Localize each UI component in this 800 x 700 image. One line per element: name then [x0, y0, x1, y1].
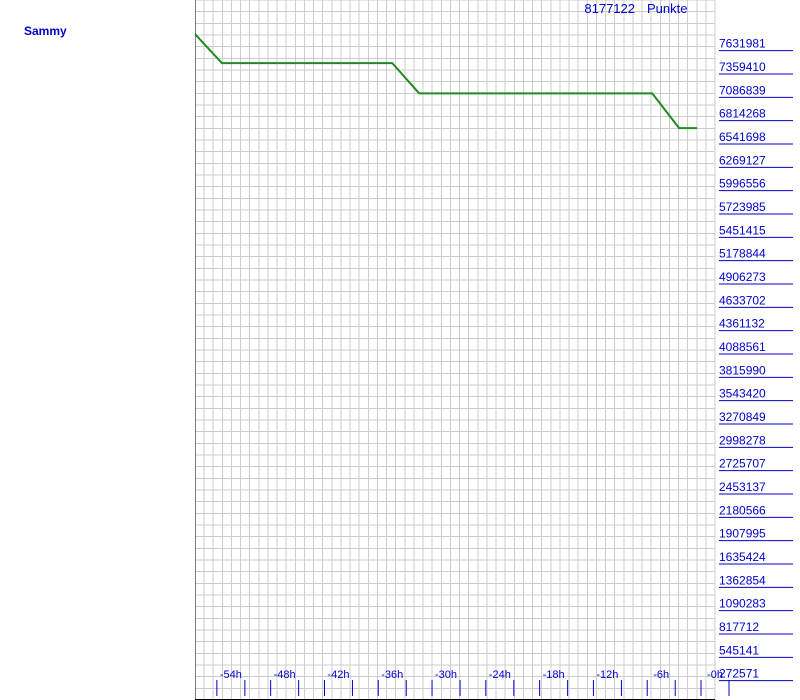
svg-text:-24h: -24h: [489, 669, 511, 681]
svg-text:6269127: 6269127: [719, 153, 766, 167]
svg-text:3815990: 3815990: [719, 363, 766, 377]
svg-text:6541698: 6541698: [719, 130, 766, 144]
svg-text:3543420: 3543420: [719, 387, 766, 401]
svg-text:4633702: 4633702: [719, 293, 766, 307]
svg-text:3270849: 3270849: [719, 410, 766, 424]
svg-text:2998278: 2998278: [719, 433, 766, 447]
svg-text:5996556: 5996556: [719, 177, 766, 191]
svg-text:4088561: 4088561: [719, 340, 766, 354]
svg-text:272571: 272571: [719, 667, 759, 681]
svg-text:Punkte: Punkte: [647, 1, 687, 16]
svg-text:-18h: -18h: [543, 669, 565, 681]
svg-text:-6h: -6h: [653, 669, 669, 681]
svg-text:4906273: 4906273: [719, 270, 766, 284]
svg-text:7086839: 7086839: [719, 83, 766, 97]
svg-text:-12h: -12h: [596, 669, 618, 681]
svg-text:-30h: -30h: [435, 669, 457, 681]
svg-text:1907995: 1907995: [719, 527, 766, 541]
svg-text:2453137: 2453137: [719, 480, 766, 494]
svg-text:2725707: 2725707: [719, 457, 766, 471]
svg-text:817712: 817712: [719, 620, 759, 634]
svg-text:7359410: 7359410: [719, 60, 766, 74]
svg-text:8177122: 8177122: [584, 1, 635, 16]
y-axis-labels: 7631981 7359410 7086839 6814268 6541698 62691…: [719, 37, 793, 681]
svg-text:-36h: -36h: [381, 669, 403, 681]
svg-text:-0h: -0h: [707, 669, 723, 681]
legend-name: Sammy: [24, 24, 67, 38]
svg-text:5451415: 5451415: [719, 223, 766, 237]
svg-text:1362854: 1362854: [719, 573, 766, 587]
svg-text:6814268: 6814268: [719, 107, 766, 121]
svg-text:545141: 545141: [719, 643, 759, 657]
svg-text:1635424: 1635424: [719, 550, 766, 564]
svg-text:2180566: 2180566: [719, 503, 766, 517]
svg-text:1090283: 1090283: [719, 597, 766, 611]
chart: 8177122 Punkte 7631981 7359410 7086839 681426…: [195, 0, 800, 700]
svg-text:5723985: 5723985: [719, 200, 766, 214]
svg-text:-48h: -48h: [274, 669, 296, 681]
svg-text:-54h: -54h: [220, 669, 242, 681]
chart-svg: 8177122 Punkte 7631981 7359410 7086839 681426…: [195, 0, 800, 700]
svg-text:5178844: 5178844: [719, 247, 766, 261]
grid: [195, 0, 715, 700]
svg-text:4361132: 4361132: [719, 317, 765, 331]
svg-text:-42h: -42h: [327, 669, 349, 681]
svg-text:7631981: 7631981: [719, 37, 766, 51]
